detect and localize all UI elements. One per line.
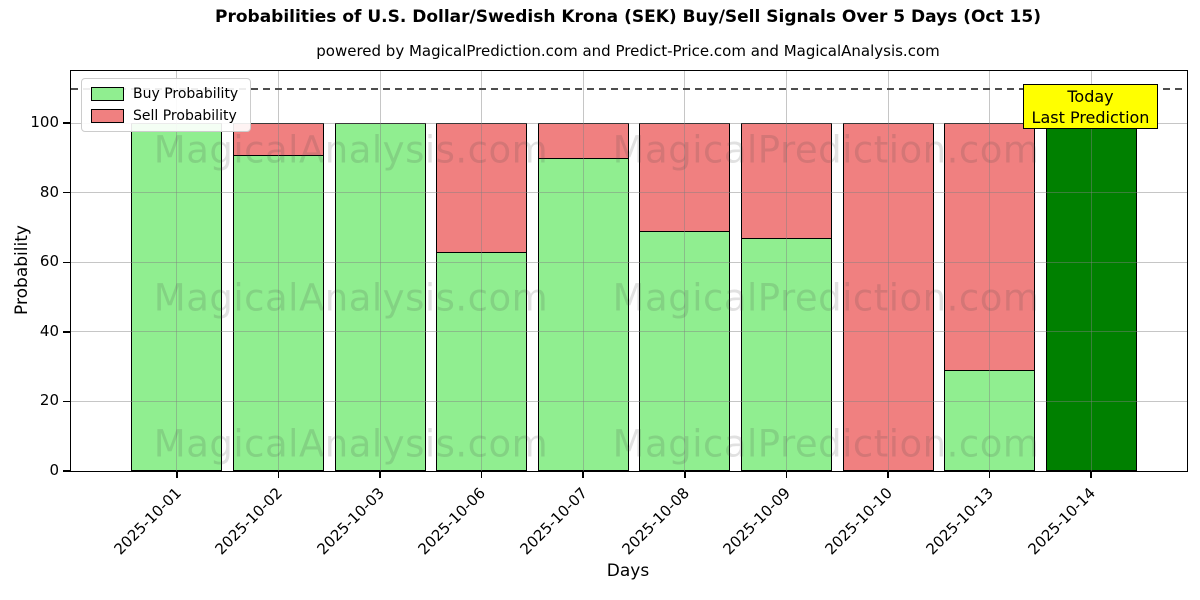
chart-title: Probabilities of U.S. Dollar/Swedish Kro… — [215, 7, 1041, 27]
today-annotation: Today Last Prediction — [1023, 84, 1158, 129]
x-tick-mark — [684, 472, 686, 478]
y-tick-label: 20 — [39, 391, 59, 410]
x-tick-label: 2025-10-10 — [821, 484, 896, 559]
x-tick-label: 2025-10-13 — [922, 484, 998, 559]
grid-line-v — [785, 71, 787, 471]
bar-segment-sell — [944, 123, 1036, 372]
bar-segment-buy — [944, 370, 1036, 471]
grid-line-v — [176, 71, 178, 471]
y-tick-label: 80 — [39, 182, 59, 201]
bar-segment-buy — [537, 157, 629, 471]
grid-line-v — [582, 71, 584, 471]
grid-line-v — [379, 71, 381, 471]
grid-line-v — [277, 71, 279, 471]
x-tick-mark — [887, 472, 889, 478]
legend-swatch-buy-icon — [91, 87, 124, 101]
x-tick-mark — [1090, 472, 1092, 478]
bar-segment-sell — [639, 123, 731, 233]
bar-segment-buy — [131, 123, 223, 471]
x-tick-mark — [277, 472, 280, 478]
grid-line-v — [1090, 71, 1092, 471]
legend-item-buy: Buy Probability — [91, 86, 238, 102]
bar-segment-sell — [842, 123, 934, 471]
watermark-text: MagicalAnalysis.com — [153, 422, 549, 466]
y-tick-label: 0 — [49, 461, 59, 479]
bar-segment-sell — [436, 123, 528, 254]
y-tick-mark — [63, 122, 70, 124]
x-tick-mark — [379, 472, 381, 478]
x-tick-mark — [480, 472, 483, 478]
chart-subtitle: powered by MagicalPrediction.com and Pre… — [316, 42, 940, 60]
grid-line-v — [887, 71, 889, 471]
grid-line-h — [71, 261, 1187, 263]
today-annotation-line2: Last Prediction — [1031, 108, 1150, 127]
plot-area: Buy Probability Sell Probability Today L… — [30, 70, 1188, 558]
y-tick-label: 100 — [30, 113, 59, 132]
threshold-dashed-line — [71, 88, 1187, 90]
y-tick-mark — [63, 400, 70, 403]
bar-segment-buy — [232, 154, 324, 471]
y-tick-mark — [63, 261, 70, 264]
legend-label-buy: Buy Probability — [133, 86, 239, 102]
x-tick-label: 2025-10-03 — [313, 484, 388, 559]
bar-segment-buy — [740, 237, 832, 471]
x-tick-mark — [785, 472, 788, 478]
grid-line-h — [71, 122, 1187, 124]
bar-segment-buy — [436, 251, 528, 471]
x-tick-label: 2025-10-07 — [516, 484, 591, 559]
y-tick-mark — [63, 470, 70, 472]
x-tick-label: 2025-10-08 — [618, 484, 693, 559]
x-axis-title: Days — [606, 561, 650, 581]
watermark-text: MagicalPrediction.com — [612, 276, 1040, 320]
x-tick-mark — [176, 472, 178, 478]
watermark-text: MagicalPrediction.com — [612, 422, 1040, 466]
bar-segment-sell — [740, 123, 832, 240]
grid-line-h — [71, 331, 1187, 333]
y-tick-mark — [63, 331, 70, 333]
legend-swatch-sell-icon — [91, 109, 124, 123]
bar-segment-buy — [334, 123, 426, 471]
grid-line-v — [481, 71, 483, 471]
watermark-text: MagicalAnalysis.com — [153, 128, 549, 172]
x-tick-mark — [582, 472, 584, 478]
y-tick-label: 40 — [39, 321, 59, 340]
x-tick-mark — [988, 472, 991, 478]
bar-segment-sell — [537, 123, 629, 160]
bar-segment-buy — [639, 231, 731, 471]
watermark-text: MagicalPrediction.com — [612, 128, 1040, 172]
y-tick-label: 60 — [39, 252, 59, 271]
x-tick-label: 2025-10-14 — [1024, 484, 1099, 559]
legend-item-sell: Sell Probability — [91, 108, 238, 124]
grid-line-v — [989, 71, 991, 471]
today-annotation-line1: Today — [1067, 87, 1114, 106]
x-tick-label: 2025-10-02 — [211, 484, 287, 559]
x-tick-label: 2025-10-06 — [414, 484, 490, 559]
legend: Buy Probability Sell Probability — [81, 78, 252, 132]
grid-line-v — [684, 71, 686, 471]
watermark-text: MagicalAnalysis.com — [153, 276, 549, 320]
grid-line-h — [71, 192, 1187, 194]
legend-label-sell: Sell Probability — [133, 108, 237, 124]
grid-line-h — [71, 400, 1187, 402]
x-tick-label: 2025-10-09 — [719, 484, 795, 559]
y-tick-mark — [63, 191, 70, 194]
bar-segment-today-buy — [1045, 123, 1137, 471]
x-tick-label: 2025-10-01 — [110, 484, 185, 559]
